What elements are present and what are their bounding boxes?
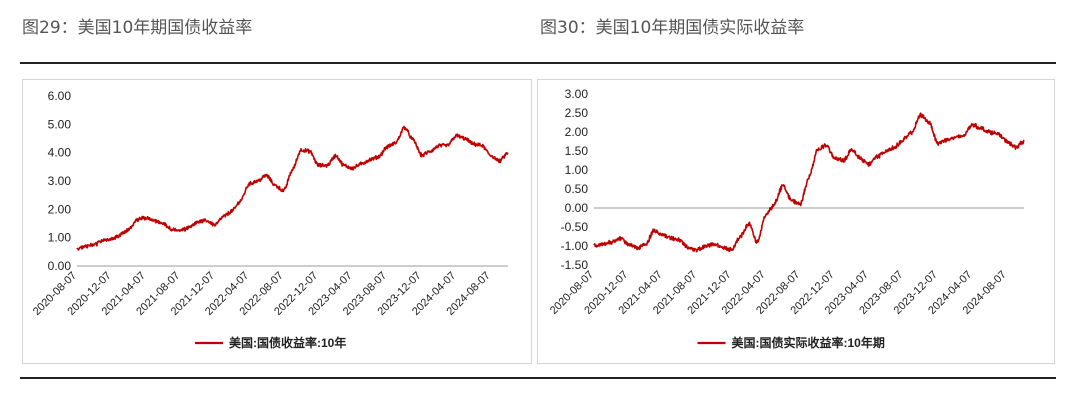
y-tick-label: 2.00	[48, 202, 72, 216]
real-yield-legend: 美国:国债实际收益率:10年期	[697, 335, 885, 350]
y-tick-label: -1.00	[561, 239, 589, 253]
real-yield-y-ticks: 3.00 2.50 2.00 1.50 1.00 0.50 0.00 -0.50 -1.00 -1…	[561, 87, 589, 272]
real-yield-chart-panel: 3.00 2.50 2.00 1.50 1.00 0.50 0.00 -0.50 -1.00 -1…	[537, 79, 1055, 364]
y-tick-label: -0.50	[561, 220, 589, 234]
yield-series-line	[76, 125, 509, 251]
legend-label: 美国:国债收益率:10年	[229, 335, 346, 350]
real-yield-chart-svg: 3.00 2.50 2.00 1.50 1.00 0.50 0.00 -0.50 -1.00 -1…	[548, 87, 1025, 350]
y-tick-label: 0.00	[565, 201, 589, 215]
yield-x-ticks: 2020-08-072020-12-072021-04-072021-08-07…	[31, 270, 493, 318]
figure-caption-left: 图29：美国10年期国债收益率	[22, 18, 253, 38]
yield-chart-panel: 6.00 5.00 4.00 3.00 2.00 1.00 0.00 2020-08-07 20…	[22, 79, 532, 364]
y-tick-label: 3.00	[48, 174, 72, 188]
yield-chart-svg: 6.00 5.00 4.00 3.00 2.00 1.00 0.002020-08-0720…	[31, 89, 509, 350]
real-yield-series-line	[593, 112, 1025, 253]
y-tick-label: -1.50	[561, 258, 589, 272]
real-yield-x-ticks: 2020-08-072020-12-072021-04-072021-08-07…	[548, 269, 1009, 317]
y-tick-label: 4.00	[48, 146, 72, 160]
y-tick-label: 5.00	[48, 117, 72, 131]
y-tick-label: 1.00	[565, 163, 589, 177]
legend-label: 美国:国债实际收益率:10年期	[732, 335, 885, 350]
y-tick-label: 6.00	[48, 89, 72, 103]
y-tick-label: 0.50	[565, 182, 589, 196]
figure-caption-right: 图30：美国10年期国债实际收益率	[540, 18, 805, 38]
y-tick-label: 0.00	[48, 259, 72, 273]
y-tick-label: 3.00	[565, 87, 589, 101]
yield-legend: 美国:国债收益率:10年	[195, 335, 346, 350]
yield-y-ticks: 6.00 5.00 4.00 3.00 2.00 1.00 0.00	[48, 89, 72, 273]
bottom-divider	[20, 377, 1056, 379]
y-tick-label: 2.50	[565, 106, 589, 120]
top-divider	[20, 62, 1056, 64]
y-tick-label: 1.00	[48, 231, 72, 245]
y-tick-label: 1.50	[565, 144, 589, 158]
y-tick-label: 2.00	[565, 125, 589, 139]
